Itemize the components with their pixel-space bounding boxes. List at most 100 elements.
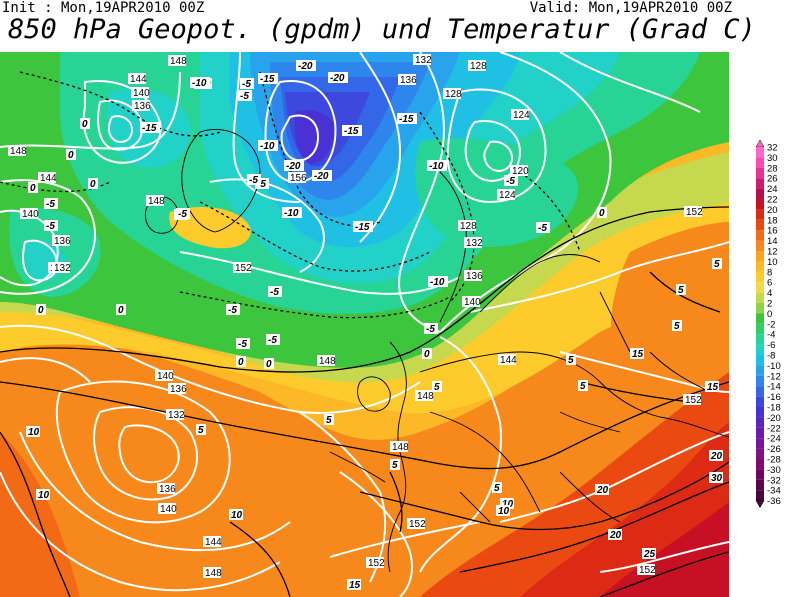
svg-text:-15: -15 xyxy=(399,114,414,125)
svg-text:144: 144 xyxy=(40,173,57,184)
legend-swatch xyxy=(756,303,764,314)
temp-label: -20 xyxy=(284,160,304,172)
temp-label: -10 xyxy=(282,207,302,219)
legend-label: 24 xyxy=(767,184,778,195)
svg-text:128: 128 xyxy=(445,89,462,100)
svg-text:-5: -5 xyxy=(270,287,279,298)
geopot-label: 148 xyxy=(168,55,187,67)
svg-text:15: 15 xyxy=(707,382,719,393)
legend-label: 14 xyxy=(767,236,778,247)
svg-text:-5: -5 xyxy=(426,324,435,335)
svg-text:152: 152 xyxy=(685,395,702,406)
geopot-label: 148 xyxy=(415,390,434,402)
svg-text:152: 152 xyxy=(409,519,426,530)
temp-label: 5 xyxy=(672,320,682,332)
svg-text:15: 15 xyxy=(349,580,361,591)
geopot-label: 128 xyxy=(443,88,462,100)
legend-label: -26 xyxy=(767,444,781,455)
svg-text:-20: -20 xyxy=(330,73,345,84)
svg-text:5: 5 xyxy=(568,355,574,366)
legend-swatch xyxy=(756,157,764,168)
legend-swatch xyxy=(756,365,764,376)
geopot-label: 120 xyxy=(510,165,529,177)
legend-label: 12 xyxy=(767,247,778,258)
svg-text:10: 10 xyxy=(498,506,510,517)
svg-text:-10: -10 xyxy=(284,208,299,219)
temp-label: 5 xyxy=(324,414,334,426)
svg-text:140: 140 xyxy=(22,209,39,220)
temp-label: -15 xyxy=(353,221,373,233)
svg-text:-5: -5 xyxy=(240,91,249,102)
temp-label: 5 xyxy=(676,284,686,296)
temp-label: 10 xyxy=(500,498,514,510)
legend-swatch xyxy=(756,417,764,428)
geopot-label: 132 xyxy=(166,409,185,421)
svg-text:5: 5 xyxy=(434,382,440,393)
temp-label: 10 xyxy=(36,489,50,501)
svg-text:148: 148 xyxy=(170,56,187,67)
svg-text:148: 148 xyxy=(10,146,27,157)
svg-text:132: 132 xyxy=(415,55,432,66)
svg-text:5: 5 xyxy=(392,460,398,471)
geopot-label: 136 xyxy=(168,383,187,395)
temp-label: -15 xyxy=(342,125,362,137)
geopot-label: 136 xyxy=(157,483,176,495)
temp-label: -5 xyxy=(236,338,250,350)
svg-text:-5: -5 xyxy=(249,175,258,186)
legend-swatch xyxy=(756,209,764,220)
geopot-label: 136 xyxy=(132,100,151,112)
legend-label: 0 xyxy=(767,309,772,320)
legend-label: -6 xyxy=(767,340,775,351)
geopot-label: 140 xyxy=(462,296,481,308)
temp-label: 5 xyxy=(196,424,206,436)
svg-text:0: 0 xyxy=(238,357,244,368)
legend-label: 26 xyxy=(767,174,778,185)
legend-swatch xyxy=(756,479,764,491)
legend-swatch xyxy=(756,271,764,283)
temp-field-cold-east xyxy=(415,138,579,247)
temp-label: 20 xyxy=(709,450,723,462)
temp-label: -5 xyxy=(240,78,254,90)
legend-label: 18 xyxy=(767,215,778,226)
geopot-label: 144 xyxy=(498,354,517,366)
svg-text:120: 120 xyxy=(512,166,529,177)
legend-swatch xyxy=(756,178,764,189)
geopot-label: 136 xyxy=(52,235,71,247)
legend-label: -8 xyxy=(767,351,775,362)
svg-text:0: 0 xyxy=(82,119,88,130)
legend-label: 22 xyxy=(767,195,778,206)
geopot-label: 132 xyxy=(413,54,432,66)
geopot-label: 148 xyxy=(146,195,165,207)
legend-bottom-arrow xyxy=(755,500,765,509)
svg-text:156: 156 xyxy=(290,173,307,184)
legend-swatch xyxy=(756,355,764,366)
svg-text:20: 20 xyxy=(609,530,622,541)
legend-swatch xyxy=(756,448,764,459)
temp-label: 10 xyxy=(26,426,40,438)
svg-text:0: 0 xyxy=(30,183,36,194)
geopot-label: 132 xyxy=(52,262,71,274)
svg-text:5: 5 xyxy=(714,259,720,270)
geopot-label: 136 xyxy=(398,74,417,86)
svg-text:15: 15 xyxy=(632,349,644,360)
geopot-label: 124 xyxy=(511,109,530,121)
geopot-label: 144 xyxy=(203,536,222,548)
legend-label: 20 xyxy=(767,205,778,216)
svg-text:10: 10 xyxy=(28,427,40,438)
svg-text:5: 5 xyxy=(326,415,332,426)
geopot-label: 144 xyxy=(38,172,57,184)
svg-text:-5: -5 xyxy=(257,179,266,190)
svg-text:136: 136 xyxy=(400,75,417,86)
svg-text:136: 136 xyxy=(134,101,151,112)
temp-label: 0 xyxy=(80,118,90,130)
svg-text:-5: -5 xyxy=(268,335,277,346)
svg-text:-5: -5 xyxy=(238,339,247,350)
svg-text:148: 148 xyxy=(205,568,222,579)
svg-text:5: 5 xyxy=(678,285,684,296)
legend-label: 16 xyxy=(767,226,778,237)
legend-label: -4 xyxy=(767,330,775,341)
coastlines xyxy=(144,128,729,573)
svg-text:-20: -20 xyxy=(286,161,301,172)
geopot-label: 140 xyxy=(131,87,150,99)
geopot-label: 128 xyxy=(468,60,487,72)
